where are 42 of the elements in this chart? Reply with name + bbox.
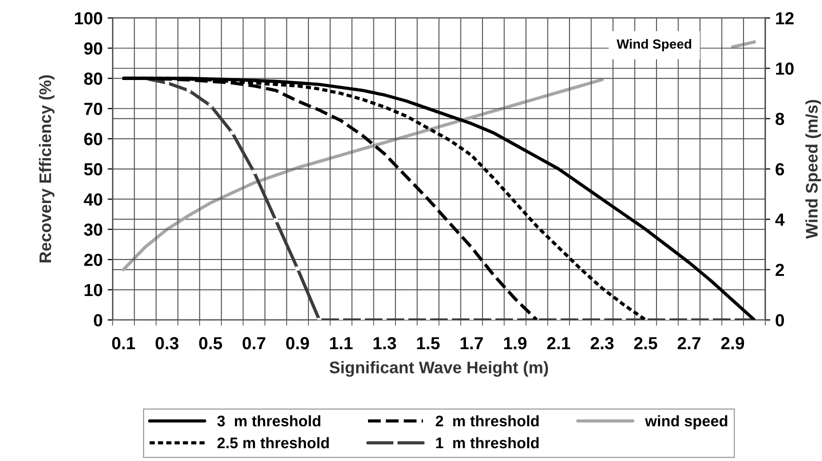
legend-label: 2.5 m threshold bbox=[217, 437, 329, 448]
annotation: Wind Speed bbox=[616, 39, 692, 52]
y-tick-label: 20 bbox=[84, 254, 102, 266]
y2-tick-label: 2 bbox=[776, 264, 784, 276]
x-tick-label: 2.3 bbox=[590, 337, 614, 350]
legend-label: wind speed bbox=[644, 415, 728, 430]
y-tick-label: 70 bbox=[84, 102, 102, 116]
y2-tick-label: 0 bbox=[776, 314, 784, 326]
x-tick-label: 0.1 bbox=[112, 337, 136, 350]
x-axis-title: Significant Wave Height (m) bbox=[330, 361, 548, 377]
legend-label: 3 m threshold bbox=[217, 415, 320, 426]
y2-tick-label: 10 bbox=[776, 62, 794, 75]
y-tick-label: 40 bbox=[84, 193, 102, 206]
y-tick-label: 80 bbox=[84, 72, 102, 85]
y2-tick-label: 4 bbox=[775, 214, 785, 226]
x-tick-label: 2.1 bbox=[547, 337, 570, 350]
x-tick-label: 1.3 bbox=[374, 337, 396, 350]
x-tick-label: 0.5 bbox=[199, 337, 222, 350]
y-tick-label: 10 bbox=[84, 284, 102, 296]
y-tick-label: 90 bbox=[84, 42, 102, 55]
y-tick-label: 0 bbox=[94, 314, 102, 326]
y-tick-label: 60 bbox=[84, 132, 102, 146]
x-tick-label: 1.1 bbox=[330, 337, 353, 350]
y2-tick-label: 8 bbox=[776, 112, 784, 126]
y2-tick-label: 6 bbox=[776, 163, 784, 176]
x-tick-label: 2.5 bbox=[634, 337, 658, 350]
x-tick-label: 1.7 bbox=[460, 337, 483, 350]
legend-label: 2 m threshold bbox=[436, 415, 539, 426]
y-axis-title: Recovery Efficiency (%) bbox=[38, 75, 54, 262]
x-tick-label: 1.5 bbox=[417, 337, 440, 350]
y-tick-label: 100 bbox=[75, 12, 102, 24]
x-tick-label: 2.9 bbox=[721, 337, 744, 350]
y2-axis-title: Wind Speed (m/s) bbox=[805, 100, 821, 239]
x-tick-label: 2.7 bbox=[678, 337, 700, 350]
x-tick-label: 0.9 bbox=[286, 337, 309, 350]
x-tick-label: 0.3 bbox=[156, 337, 178, 350]
y2-tick-label: 12 bbox=[776, 12, 794, 24]
y-tick-label: 50 bbox=[84, 163, 102, 176]
legend-label: 1 m threshold bbox=[436, 437, 539, 448]
x-tick-label: 0.7 bbox=[242, 337, 266, 350]
y-tick-label: 30 bbox=[84, 224, 102, 236]
x-tick-label: 1.9 bbox=[504, 337, 527, 350]
